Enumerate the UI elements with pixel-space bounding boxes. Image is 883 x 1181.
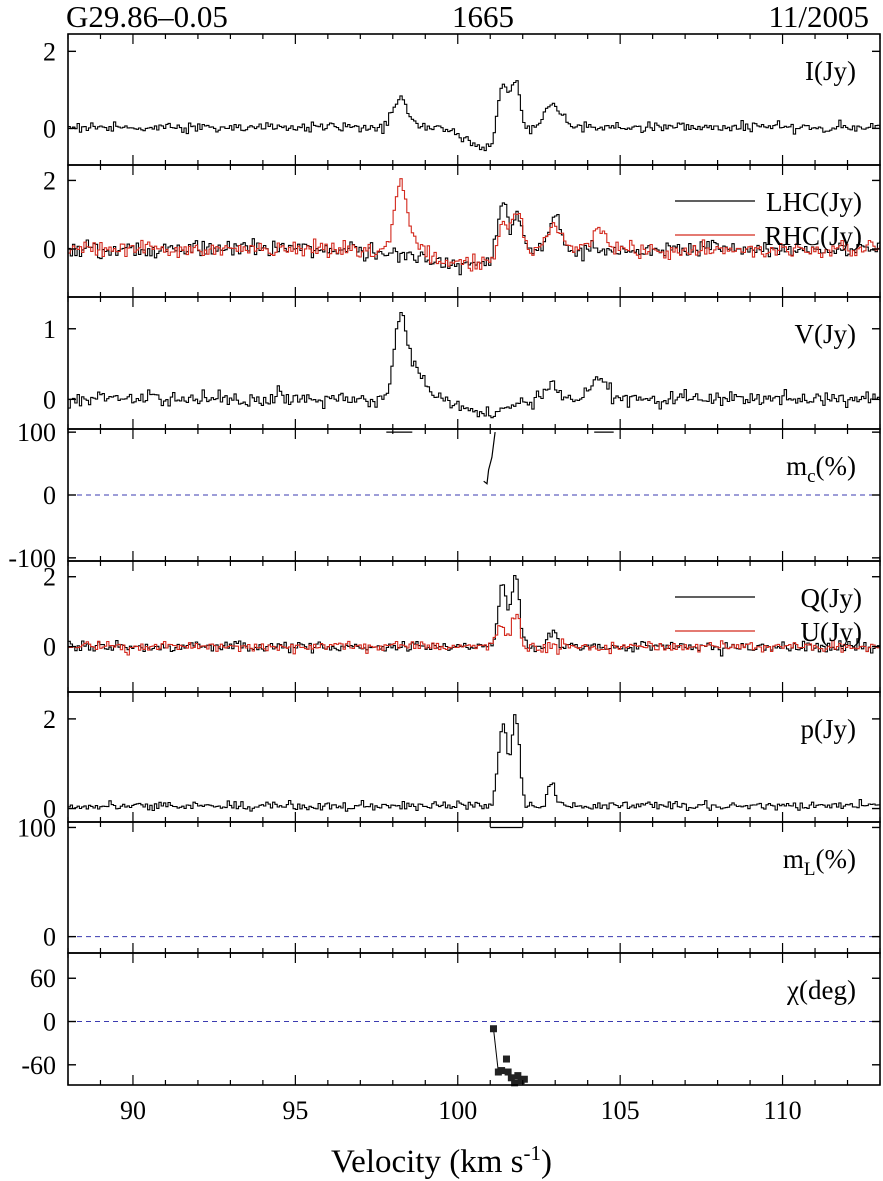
y-tick-label: 0 — [43, 385, 56, 414]
panel-label-mL: mL(%) — [783, 844, 856, 880]
series-line-LR-red — [68, 178, 880, 272]
x-axis-label-exponent: -1 — [523, 1141, 541, 1165]
panel-V: 0 1 V(Jy) — [43, 296, 881, 430]
panel-frame-QU — [67, 560, 881, 693]
x-tick-label: 110 — [764, 1096, 802, 1125]
chi-point-2 — [498, 1067, 506, 1075]
source-name: G29.86–0.05 — [66, 0, 228, 34]
y-tick-label: 0 — [43, 633, 56, 662]
panel-frame-p — [67, 691, 881, 823]
chi-point-3 — [502, 1055, 510, 1063]
chi-point-4 — [504, 1068, 512, 1076]
series-line-p-black — [68, 714, 880, 812]
panel-mL: 0 100 mL(%) — [17, 813, 881, 954]
panel-chi: -60 0 60 χ(deg) 90 95 100 105 110 — [21, 952, 881, 1125]
panel-label-subscript: L — [804, 859, 816, 880]
x-tick-label: 100 — [438, 1096, 477, 1125]
y-tick-label: 100 — [17, 813, 56, 842]
panel-label-mc: mc(%) — [786, 451, 856, 487]
x-axis-label-main: Velocity (km s — [331, 1144, 524, 1180]
y-tick-label: 100 — [17, 418, 56, 447]
chi-point-7 — [514, 1072, 522, 1080]
y-tick-label: 2 — [43, 37, 56, 66]
panel-mc: -100 0 100 mc(%) — [8, 418, 881, 573]
panel-QU: 0 2 Q(Jy) U(Jy) — [43, 560, 881, 693]
panel-I: 0 2 I(Jy) — [43, 33, 881, 166]
legend-label: U(Jy) — [801, 617, 863, 647]
panel-frame-LR — [67, 164, 881, 298]
series-line-I-black — [68, 80, 880, 152]
series-line-QU-black — [68, 575, 880, 657]
panel-label-p: p(Jy) — [801, 714, 857, 744]
y-tick-label: -60 — [21, 1051, 56, 1080]
chi-point-5 — [507, 1074, 515, 1082]
y-tick-label: 2 — [43, 563, 56, 592]
legend-label: Q(Jy) — [801, 583, 863, 613]
chi-point-6 — [511, 1079, 519, 1087]
chi-connector — [492, 1028, 499, 1073]
y-tick-label: 2 — [43, 166, 56, 195]
y-tick-label: 1 — [43, 315, 56, 344]
chi-point-0 — [489, 1025, 497, 1033]
panel-frame-mL — [67, 821, 881, 954]
panel-frame-chi — [67, 952, 881, 1086]
segment-mc-2 — [483, 432, 496, 485]
y-tick-label: 2 — [43, 705, 56, 734]
legend-label: LHC(Jy) — [766, 187, 862, 217]
y-tick-label: 0 — [43, 1008, 56, 1037]
panel-label-unit: (%) — [816, 451, 856, 481]
epoch-label: 11/2005 — [768, 0, 869, 34]
chi-point-9 — [520, 1075, 528, 1083]
panel-frame-V — [67, 296, 881, 430]
panel-label-main: m — [783, 844, 804, 874]
y-tick-label: 0 — [43, 923, 56, 952]
y-tick-label: -100 — [8, 544, 56, 573]
legend-label: RHC(Jy) — [764, 221, 862, 251]
series-line-QU-red — [68, 613, 880, 656]
x-tick-label: 95 — [282, 1096, 308, 1125]
panel-label-V: V(Jy) — [795, 319, 857, 349]
panel-label-I: I(Jy) — [805, 56, 856, 86]
x-axis-label-close: ) — [540, 1144, 552, 1180]
series-line-LR-black — [68, 202, 880, 276]
x-tick-label: 90 — [120, 1096, 146, 1125]
y-tick-label: 0 — [43, 114, 56, 143]
panel-label-unit: (%) — [816, 844, 856, 874]
panel-LR: 0 2 LHC(Jy) RHC(Jy) — [43, 164, 881, 298]
y-tick-label: 0 — [43, 235, 56, 264]
y-tick-label: 60 — [30, 964, 56, 993]
panel-label-subscript: c — [807, 466, 815, 487]
panel-p: 0 2 p(Jy) — [43, 691, 881, 824]
series-line-V-black — [68, 311, 880, 419]
y-tick-label: 0 — [43, 795, 56, 824]
x-tick-label: 105 — [601, 1096, 640, 1125]
panel-label-chi: χ(deg) — [786, 975, 856, 1005]
panel-label-main: m — [786, 451, 807, 481]
frequency-label: 1665 — [452, 0, 514, 34]
panel-frame-I — [67, 33, 881, 166]
y-tick-label: 0 — [43, 481, 56, 510]
